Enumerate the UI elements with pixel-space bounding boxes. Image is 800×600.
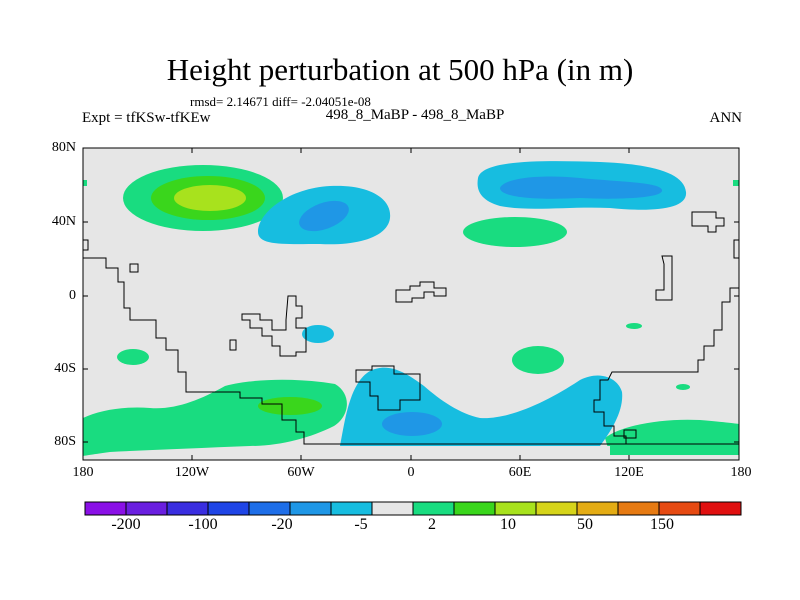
contour-region [299,200,349,232]
colorbar-box [494,501,537,516]
contour-region [733,180,739,186]
contour-region [382,412,442,436]
colorbar-label: -100 [188,516,218,533]
colorbar-box [412,501,455,516]
colorbar-box [535,501,578,516]
lat-label: 80S [54,434,76,449]
lat-label: 40N [51,214,76,229]
contour-region [302,325,334,343]
contour-region [174,185,246,211]
lat-label: 80N [51,140,76,155]
coastline [83,239,89,251]
lon-label: 120E [614,465,644,480]
colorbar-box [166,501,209,516]
coastline [129,263,139,273]
colorbar-box [330,501,373,516]
contour-region [83,180,87,186]
colorbar-box [84,501,127,516]
lon-ticks [191,148,630,460]
colorbar-box [248,501,291,516]
coastline [655,255,673,301]
contour-region [676,384,690,390]
coastline [593,287,739,444]
lat-label: 40S [54,361,76,376]
contour-region [626,323,642,329]
colorbar-box [699,501,742,516]
colorbar-box [371,501,414,516]
coastline [733,239,739,259]
contour-region [340,446,610,460]
season-label: ANN [709,110,743,126]
lon-label: 60E [508,465,532,480]
contour-region [500,176,663,199]
lon-label: 180 [730,465,752,480]
colorbar-label: -5 [354,516,368,533]
plot-title: Height perturbation at 500 hPa (in m) [166,52,634,87]
colorbar-box [453,501,496,516]
colorbar-box [207,501,250,516]
colorbar-label: -200 [111,516,141,533]
coastlines [83,211,739,445]
coastline [229,339,237,351]
coastline [395,281,447,303]
lat-ticks [83,147,739,443]
contour-field [83,161,739,460]
colorbar-label: 10 [500,516,516,533]
lon-label: 60W [287,465,315,480]
lon-label: 0 [407,465,415,480]
experiment-label: Expt = tfKSw-tfKEw [82,110,211,126]
lon-label: 120W [174,465,210,480]
colorbar-box [289,501,332,516]
lon-label: 180 [72,465,94,480]
colorbar-label: 150 [650,516,674,533]
colorbar-label: -20 [271,516,293,533]
contour-region [605,419,739,455]
coastline [623,429,637,439]
contour-region [258,397,322,415]
coastline [691,211,725,233]
contour-region [117,349,149,365]
coastline [355,365,421,411]
contour-region [463,217,567,247]
coastline [83,257,739,445]
colorbar-box [576,501,619,516]
colorbar-label: 50 [577,516,593,533]
colorbar-box [617,501,660,516]
lat-label: 0 [69,288,76,303]
case-subtitle: 498_8_MaBP - 498_8_MaBP [325,107,505,123]
colorbar-label: 2 [428,516,436,533]
coastline [241,295,307,357]
colorbar-box [125,501,168,516]
colorbar-box [658,501,701,516]
rmsd-stats: rmsd= 2.14671 diff= -2.04051e-08 [190,94,371,109]
contour-region [512,346,564,374]
colorbar [84,501,742,516]
